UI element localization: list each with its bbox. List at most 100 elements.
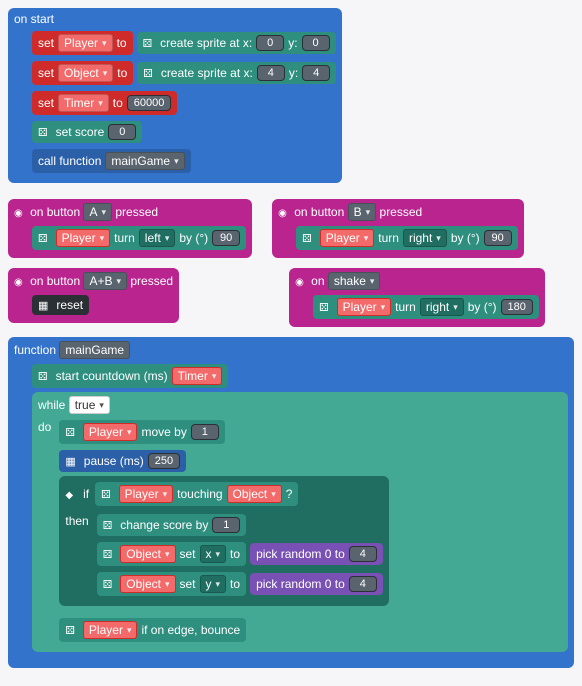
pause-val-input[interactable]: 250 [148,453,180,469]
direction-dropdown[interactable]: right [420,298,464,316]
touching-block[interactable]: Player touching Object ? [95,482,298,506]
deg-input[interactable]: 180 [501,299,533,315]
shake-dropdown[interactable]: shake [328,272,381,290]
set-timer-block[interactable]: set Timer to 60000 [32,91,177,115]
set-x-block[interactable]: Object set x to [97,542,246,566]
pick-random-y-block[interactable]: pick random 0 to 4 [250,573,383,595]
set-object-block[interactable]: set Object to [32,61,133,85]
set-player-block[interactable]: set Player to [32,31,133,55]
button-a-dropdown[interactable]: A [83,203,112,221]
by-deg-label: by (°) [179,231,208,245]
function-label: function [14,343,56,357]
on-button-a-block[interactable]: on button A pressed Player turn left by … [8,199,252,258]
turn-label: turn [395,300,416,314]
on-button-b-header: on button B pressed [278,203,517,221]
button-ab-dropdown[interactable]: A+B [83,272,127,290]
to-label: to [117,36,127,50]
axis-x-dropdown[interactable]: x [200,545,227,563]
pause-block[interactable]: pause (ms) 250 [59,450,186,472]
to-label: to [230,577,240,591]
deg-input[interactable]: 90 [484,230,512,246]
set-score-block[interactable]: set score 0 [32,121,142,143]
turn-right-block[interactable]: Player turn right by (°) 90 [296,226,517,250]
pick-max-input[interactable]: 4 [349,576,377,592]
create-sprite-2[interactable]: create sprite at x: 4 y: 4 [137,62,336,84]
create-sprite-1[interactable]: create sprite at x: 0 y: 0 [137,32,336,54]
call-function-block[interactable]: call function mainGame [32,149,191,173]
button-b-dropdown[interactable]: B [348,203,377,221]
var-player-dropdown[interactable]: Player [58,34,113,52]
var-player-dropdown[interactable]: Player [320,229,375,247]
timer-value-input[interactable]: 60000 [127,95,172,111]
fn-name-field[interactable]: mainGame [59,341,130,359]
var-object-dropdown[interactable]: Object [120,545,175,563]
set-label: set [180,577,196,591]
y-input[interactable]: 4 [302,65,330,81]
on-button-label: on button [294,205,344,219]
bounce-label: if on edge, bounce [141,623,240,637]
score-input[interactable]: 0 [108,124,136,140]
move-by-label: move by [141,425,186,439]
change-score-label: change score by [120,518,208,532]
q-label: ? [286,487,293,501]
var-object-dropdown[interactable]: Object [120,575,175,593]
pick-max-input[interactable]: 4 [349,546,377,562]
pressed-label: pressed [380,205,423,219]
touching-label: touching [177,487,222,501]
direction-dropdown[interactable]: left [139,229,176,247]
on-start-block[interactable]: on start set Player to create sprite at … [8,8,342,183]
deg-input[interactable]: 90 [212,230,240,246]
direction-dropdown[interactable]: right [403,229,447,247]
set-label: set [38,96,54,110]
change-score-block[interactable]: change score by 1 [97,514,247,536]
to-label: to [117,66,127,80]
y-input[interactable]: 0 [302,35,330,51]
turn-180-block[interactable]: Player turn right by (°) 180 [313,295,539,319]
if-block[interactable]: if Player touching Object ? then [59,476,388,606]
on-button-ab-block[interactable]: on button A+B pressed reset [8,268,179,323]
set-label: set [38,66,54,80]
pressed-label: pressed [115,205,158,219]
set-y-block[interactable]: Object set y to [97,572,246,596]
turn-label: turn [114,231,135,245]
function-main-game-block[interactable]: function mainGame start countdown (ms) T… [8,337,574,668]
pick-random-x-block[interactable]: pick random 0 to 4 [250,543,383,565]
turn-label: turn [378,231,399,245]
x-input[interactable]: 4 [257,65,285,81]
pick-random-label: pick random 0 to [256,547,345,561]
on-label: on [311,274,324,288]
on-button-label: on button [30,205,80,219]
set-label: set [38,36,54,50]
turn-left-block[interactable]: Player turn left by (°) 90 [32,226,246,250]
by-deg-label: by (°) [451,231,480,245]
bounce-block[interactable]: Player if on edge, bounce [59,618,246,642]
move-by-block[interactable]: Player move by 1 [59,420,224,444]
var-player-dropdown[interactable]: Player [119,485,174,503]
axis-y-dropdown[interactable]: y [200,575,227,593]
var-object-dropdown[interactable]: Object [58,64,113,82]
var-player-dropdown[interactable]: Player [83,423,138,441]
call-fn-label: call function [38,154,101,168]
while-block[interactable]: while true do Player move by 1 [32,392,568,652]
true-dropdown[interactable]: true [69,396,110,414]
y-label: y: [289,66,298,80]
var-player-dropdown[interactable]: Player [56,229,111,247]
function-header: function mainGame [14,341,568,359]
to-label: to [113,96,123,110]
on-shake-header: on shake [295,272,539,290]
var-timer-dropdown[interactable]: Timer [58,94,109,112]
do-label: do [38,416,51,646]
reset-block[interactable]: reset [32,295,89,315]
start-countdown-block[interactable]: start countdown (ms) Timer [32,364,228,388]
move-val-input[interactable]: 1 [191,424,219,440]
var-object-dropdown[interactable]: Object [227,485,282,503]
create-sprite-label: create sprite at x: [161,66,253,80]
var-player-dropdown[interactable]: Player [83,621,138,639]
score-delta-input[interactable]: 1 [212,517,240,533]
on-button-b-block[interactable]: on button B pressed Player turn right by… [272,199,523,258]
var-player-dropdown[interactable]: Player [337,298,392,316]
on-shake-block[interactable]: on shake Player turn right by (°) 180 [289,268,545,327]
fn-name-dropdown[interactable]: mainGame [105,152,184,170]
var-timer-dropdown[interactable]: Timer [172,367,223,385]
x-input[interactable]: 0 [256,35,284,51]
